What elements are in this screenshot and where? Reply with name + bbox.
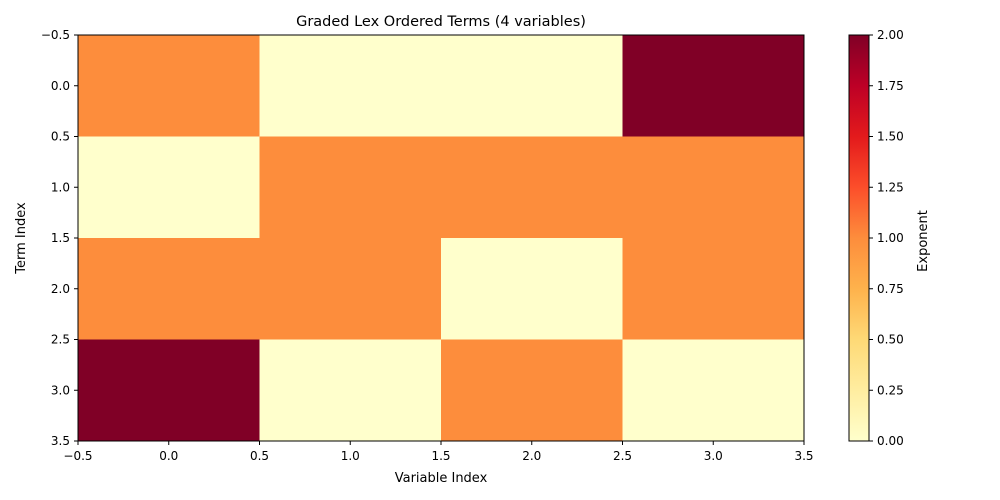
heatmap-cell (78, 136, 260, 239)
heatmap-cell (259, 339, 442, 442)
colorbar-label: Exponent (916, 210, 931, 272)
heatmap-cell (622, 136, 805, 239)
heatmap-cell (259, 238, 442, 340)
colorbar-tick-label: 1.50 (877, 130, 904, 144)
colorbar (848, 34, 870, 442)
y-tick-label: 1.5 (51, 231, 70, 245)
y-tick-label: 2.0 (51, 282, 70, 296)
colorbar-tick-label: 0.50 (877, 333, 904, 347)
colorbar-tick-label: 0.25 (877, 383, 904, 397)
heatmap-cell (259, 35, 442, 137)
heatmap-cells (78, 35, 805, 442)
colorbar-tick-label: 1.75 (877, 79, 904, 93)
heatmap-cell (622, 339, 805, 442)
heatmap-cell (441, 238, 623, 340)
colorbar-tick-label: 2.00 (877, 28, 904, 42)
y-tick-label: 0.5 (51, 130, 70, 144)
colorbar-tick-label: 0.75 (877, 282, 904, 296)
x-tick-label: 1.0 (341, 449, 360, 463)
heatmap-cell (622, 35, 805, 137)
colorbar-tick-label: 1.00 (877, 231, 904, 245)
heatmap-cell (622, 238, 805, 340)
colorbar-tick-label: 1.25 (877, 180, 904, 194)
y-tick-label: 0.0 (51, 79, 70, 93)
y-tick-label: 2.5 (51, 333, 70, 347)
colorbar-ticks: 0.00 0.25 0.50 0.75 1.00 1.25 1.50 1.75 2.00 (869, 28, 904, 448)
heatmap-cell (441, 136, 623, 239)
colorbar-tick-label: 0.00 (877, 434, 904, 448)
heatmap-cell (78, 35, 260, 137)
y-tick-label: 3.0 (51, 383, 70, 397)
heatmap-cell (441, 35, 623, 137)
heatmap-cell (441, 339, 623, 442)
y-axis-label: Term Index (14, 202, 29, 275)
heatmap-cell (78, 339, 260, 442)
y-axis-ticks: −0.5 0.0 0.5 1.0 1.5 2.0 2.5 3.0 3.5 (41, 28, 78, 448)
x-tick-label: −0.5 (63, 449, 92, 463)
x-tick-label: 1.5 (431, 449, 450, 463)
heatmap-cell (259, 136, 442, 239)
x-tick-label: 0.0 (159, 449, 178, 463)
x-tick-label: 2.5 (613, 449, 632, 463)
heatmap-cell (78, 238, 260, 340)
chart-title: Graded Lex Ordered Terms (4 variables) (296, 14, 586, 30)
x-tick-label: 3.0 (704, 449, 723, 463)
x-tick-label: 0.5 (250, 449, 269, 463)
x-tick-label: 2.0 (522, 449, 541, 463)
x-tick-label: 3.5 (794, 449, 813, 463)
x-axis-label: Variable Index (395, 471, 488, 486)
y-tick-label: 1.0 (51, 180, 70, 194)
y-tick-label: −0.5 (41, 28, 70, 42)
y-tick-label: 3.5 (51, 434, 70, 448)
x-axis-ticks: −0.5 0.0 0.5 1.0 1.5 2.0 2.5 3.0 3.5 (63, 441, 814, 463)
